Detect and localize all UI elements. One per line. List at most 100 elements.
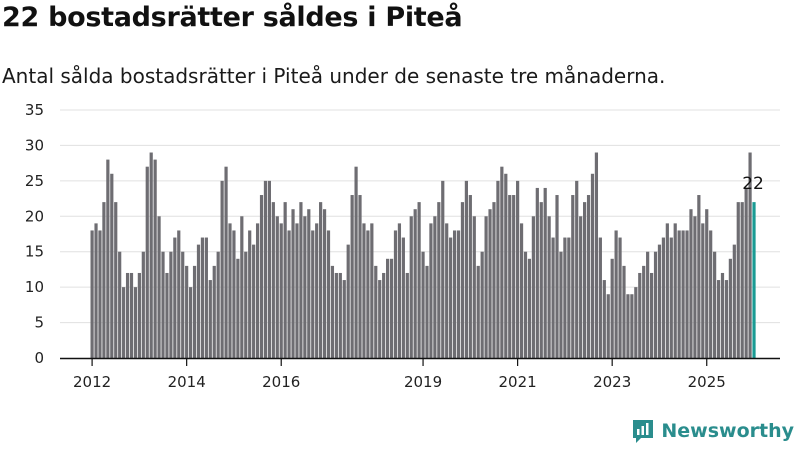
bar <box>433 216 437 358</box>
bar <box>665 223 669 358</box>
bar <box>610 258 614 358</box>
bar <box>705 209 709 358</box>
bar <box>488 209 492 358</box>
bar <box>386 258 390 358</box>
chart-title: 22 bostadsrätter såldes i Piteå <box>2 2 463 33</box>
bar <box>709 230 713 358</box>
bar <box>200 237 205 358</box>
bar <box>748 152 752 358</box>
bar <box>523 251 528 358</box>
bar <box>382 272 386 358</box>
bar <box>315 223 319 358</box>
x-tick-label: 2016 <box>262 373 300 391</box>
bar <box>252 244 256 358</box>
bar <box>555 195 559 358</box>
bar <box>248 230 252 358</box>
bar <box>677 230 681 358</box>
bar <box>90 230 94 358</box>
bar <box>460 202 465 358</box>
bar <box>295 223 299 358</box>
bar <box>476 265 480 358</box>
bar <box>263 180 268 358</box>
bar <box>165 272 169 358</box>
bar <box>496 180 500 358</box>
bar <box>161 251 165 358</box>
bar <box>94 223 98 358</box>
chart-subtitle: Antal sålda bostadsrätter i Piteå under … <box>2 64 666 88</box>
bar <box>618 237 622 358</box>
bar <box>346 244 350 358</box>
bar <box>586 195 591 358</box>
bar <box>244 251 248 358</box>
bar <box>208 280 212 358</box>
bar <box>181 251 185 358</box>
bar <box>516 180 520 358</box>
bar <box>594 152 599 358</box>
bar <box>638 272 642 358</box>
bar <box>177 230 181 358</box>
highlight-value-label: 22 <box>742 174 764 194</box>
bar <box>283 202 287 358</box>
bar <box>342 280 346 358</box>
bar-highlight <box>752 202 756 358</box>
bar <box>275 216 279 358</box>
x-tick-label: 2014 <box>168 373 206 391</box>
bar <box>449 237 453 358</box>
bar <box>366 230 370 358</box>
bar <box>693 216 697 358</box>
bar <box>232 230 236 358</box>
bar <box>598 237 602 358</box>
x-axis: 2012 2014 2016 2019 2021 2023 2025 <box>60 357 780 391</box>
bar <box>653 251 658 358</box>
bar <box>567 237 571 358</box>
newsworthy-logo-icon <box>633 420 654 443</box>
bar <box>397 223 402 358</box>
bar <box>279 223 283 358</box>
bar <box>539 202 543 358</box>
bar <box>307 209 311 358</box>
bar <box>220 180 224 358</box>
bar <box>413 209 417 358</box>
bar <box>716 280 721 358</box>
bar <box>504 173 508 358</box>
bar <box>409 216 413 358</box>
bar <box>122 287 126 358</box>
bar <box>657 244 662 358</box>
y-axis: 0 5 10 15 20 25 30 35 <box>25 101 44 367</box>
bar <box>724 280 729 358</box>
bar <box>626 294 630 358</box>
bar <box>456 230 461 358</box>
brand-logo: Newsworthy <box>631 418 794 444</box>
bar <box>125 272 130 358</box>
bar <box>141 251 145 358</box>
bar <box>311 230 315 358</box>
bar <box>484 216 488 358</box>
bar <box>512 195 516 358</box>
y-tick-label: 0 <box>34 349 44 367</box>
bar <box>118 251 122 358</box>
bar <box>508 195 512 358</box>
bar <box>519 223 524 358</box>
bar <box>224 166 228 358</box>
bar <box>563 237 567 358</box>
bar <box>204 237 208 358</box>
bar <box>405 272 409 358</box>
bar <box>291 209 295 358</box>
bar <box>606 294 610 358</box>
bar <box>468 195 472 358</box>
bar <box>642 265 646 358</box>
bar <box>527 258 532 358</box>
bar <box>480 251 484 358</box>
bar <box>110 173 114 358</box>
x-tick-label: 2025 <box>688 373 726 391</box>
y-tick-label: 35 <box>25 101 44 119</box>
annotations: 22 <box>742 174 764 194</box>
bar <box>228 223 232 358</box>
bar <box>728 258 732 358</box>
bar <box>196 244 201 358</box>
bar <box>437 202 441 358</box>
bar <box>583 202 587 358</box>
bar <box>740 202 744 358</box>
bar <box>579 216 583 358</box>
bar <box>500 166 504 358</box>
